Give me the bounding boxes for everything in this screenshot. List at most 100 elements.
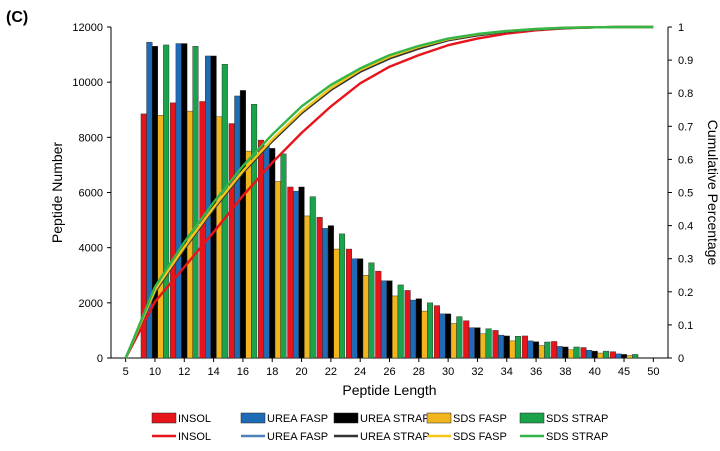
- legend-bar-label: UREA FASP: [267, 413, 328, 425]
- legend-bar-label: INSOL: [178, 413, 211, 425]
- bar: [216, 116, 223, 359]
- y-tick-label: 2000: [79, 298, 103, 310]
- bar: [316, 217, 323, 359]
- bar: [280, 153, 287, 359]
- y2-tick-label: 0.6: [678, 154, 693, 166]
- bar: [626, 355, 633, 359]
- bar: [567, 349, 574, 359]
- legend-bar-swatch: [151, 412, 177, 424]
- y2-tick-label: 0.4: [678, 221, 693, 233]
- bar: [580, 347, 587, 359]
- bar: [368, 262, 375, 359]
- bar: [357, 258, 364, 359]
- bar: [269, 148, 276, 359]
- x-tick-label: 45: [618, 366, 630, 378]
- bar: [163, 44, 170, 359]
- x-tick-label: 34: [501, 366, 513, 378]
- bar: [404, 290, 411, 359]
- x-tick-label: 40: [589, 366, 601, 378]
- bar: [621, 354, 628, 359]
- bar: [445, 313, 452, 359]
- legend-bar-swatch: [333, 412, 359, 424]
- x-tick-label: 28: [413, 366, 425, 378]
- x-tick-label: 22: [325, 366, 337, 378]
- bar: [456, 316, 463, 359]
- x-tick-label: 36: [530, 366, 542, 378]
- bar: [192, 46, 199, 359]
- x-tick-label: 20: [295, 366, 307, 378]
- bar: [463, 320, 470, 359]
- bar: [485, 328, 492, 359]
- y2-tick-label: 0.5: [678, 188, 693, 200]
- x-tick-label: 5: [123, 366, 129, 378]
- cumulative-line: [124, 25, 654, 359]
- bar: [573, 346, 580, 359]
- y2-tick-label: 0.2: [678, 287, 693, 299]
- y2-tick-label: 0: [678, 353, 684, 365]
- bar: [480, 333, 487, 359]
- bar: [245, 150, 252, 359]
- bar: [591, 350, 598, 359]
- bar: [509, 340, 516, 359]
- bar: [221, 64, 228, 359]
- bar: [527, 340, 534, 359]
- bar: [427, 302, 434, 359]
- y-tick-label: 10000: [72, 77, 103, 89]
- bar: [170, 102, 177, 359]
- y2-axis-label: Cumulative Percentage: [705, 120, 720, 266]
- y2-tick-label: 0.3: [678, 254, 693, 266]
- bar: [503, 335, 510, 359]
- bar: [175, 43, 182, 359]
- y-tick-label: 6000: [79, 188, 103, 200]
- bar: [551, 341, 558, 359]
- x-tick-label: 50: [647, 366, 659, 378]
- bar: [263, 145, 270, 359]
- bar: [375, 270, 382, 359]
- x-tick-label: 30: [442, 366, 454, 378]
- bar: [468, 327, 475, 359]
- bar: [304, 215, 311, 359]
- bar: [292, 190, 299, 359]
- x-tick-label: 32: [471, 366, 483, 378]
- x-tick-label: 16: [237, 366, 249, 378]
- x-tick-label: 14: [207, 366, 219, 378]
- legend-bar-swatch: [519, 412, 545, 424]
- bar: [433, 305, 440, 359]
- bar: [251, 104, 258, 359]
- bar: [521, 335, 528, 359]
- bar: [322, 228, 329, 359]
- bar: [339, 233, 346, 359]
- bar: [556, 346, 563, 359]
- x-tick-label: 18: [266, 366, 278, 378]
- bar: [609, 351, 616, 359]
- bar: [151, 46, 158, 359]
- legend-bar-label: SDS STRAP: [546, 413, 608, 425]
- legend-bar-swatch: [426, 412, 452, 424]
- bar: [234, 95, 241, 359]
- x-tick-label: 26: [383, 366, 395, 378]
- x-tick-label: 38: [559, 366, 571, 378]
- legend-line-label: UREA STRAP: [360, 431, 430, 443]
- y2-tick-label: 0.9: [678, 55, 693, 67]
- legend-bar-label: SDS FASP: [453, 413, 507, 425]
- bar: [597, 352, 604, 359]
- bar: [386, 280, 393, 359]
- bar: [415, 298, 422, 359]
- legend-bar-label: UREA STRAP: [360, 413, 430, 425]
- y2-tick-label: 0.8: [678, 88, 693, 100]
- y2-tick-label: 0.7: [678, 121, 693, 133]
- legend-line-label: INSOL: [178, 431, 211, 443]
- bar: [533, 341, 540, 359]
- bar: [410, 299, 417, 359]
- bar: [498, 334, 505, 359]
- y2-tick-label: 0.1: [678, 320, 693, 332]
- y2-tick-label: 1: [678, 22, 684, 34]
- bar: [602, 350, 609, 359]
- bar: [392, 295, 399, 359]
- bar: [181, 43, 188, 359]
- bar: [562, 346, 569, 359]
- bar: [327, 225, 334, 359]
- bar: [538, 345, 545, 359]
- bar: [474, 327, 481, 359]
- bar: [615, 353, 622, 359]
